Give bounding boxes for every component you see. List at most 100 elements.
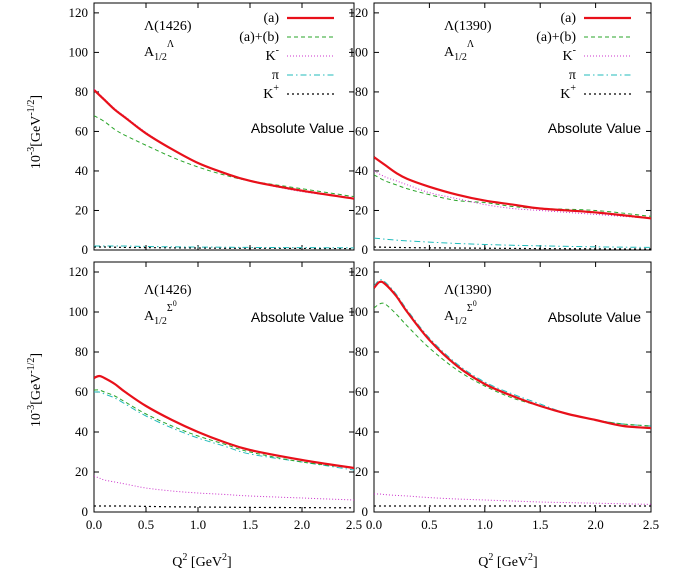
- chart-panel-2: 0 20 40 60 80 100 120 Λ(1390) A1/2Λ Absolute Valu…: [349, 2, 652, 257]
- x-label-close: ]: [227, 555, 232, 570]
- x-tick-label: 0.5: [421, 517, 437, 532]
- x-tick-label: 2.0: [294, 517, 310, 532]
- chart-panel-3: 0 20 40 60 80 100 120 0.0 0.5 1.0 1.5 2.0 2.5 Λ(1426)…: [69, 261, 362, 532]
- plot-frame: [373, 2, 652, 251]
- y-axis-label-bottom: 10-3[GeV-1/2]: [26, 353, 44, 427]
- annotation-absolute-value: Absolute Value: [548, 120, 641, 136]
- x-tick-label: 0.0: [86, 517, 102, 532]
- x-axis-label-right: Q2 [GeV2]: [478, 552, 537, 570]
- y-tick-label: 40: [355, 424, 368, 439]
- y-tick-label: 60: [75, 123, 88, 138]
- legend-label: (a)+(b): [239, 30, 279, 45]
- series-line-Km: [374, 493, 651, 505]
- y-label-close: ]: [29, 353, 44, 358]
- series-line-a: [94, 374, 354, 470]
- svg-text:Q2 [GeV2]: Q2 [GeV2]: [478, 552, 537, 570]
- y-label-base: 10: [29, 155, 44, 169]
- y-label-close: ]: [29, 95, 44, 100]
- amplitude-label: A1/2Λ: [444, 39, 475, 63]
- y-tick-label: 80: [75, 344, 88, 359]
- y-tick-label: 40: [355, 163, 368, 178]
- annotation-absolute-value: Absolute Value: [251, 120, 344, 136]
- y-label-exp: -3: [26, 147, 37, 155]
- amplitude-label: A1/2Λ: [144, 39, 175, 63]
- y-tick-label: 120: [69, 5, 89, 20]
- y-tick-label: 100: [69, 44, 89, 59]
- x-label-unit-exp: 2: [222, 552, 227, 563]
- annotation-absolute-value: Absolute Value: [251, 309, 344, 325]
- legend-label: (a): [560, 11, 576, 26]
- x-label-unit: [GeV: [493, 555, 528, 570]
- chart-panel-4: 0 20 40 60 80 100 120 0.0 0.5 1.0 1.5 2.0 2.5 Λ(1390)…: [349, 261, 659, 532]
- y-tick-label: 80: [355, 344, 368, 359]
- series-line-pi: [94, 391, 354, 471]
- x-tick-label: 0.0: [366, 517, 382, 532]
- x-label-q: Q: [172, 555, 182, 570]
- x-label-unit: [GeV: [187, 555, 222, 570]
- x-label-q-exp: 2: [182, 552, 187, 563]
- y-tick-label: 80: [355, 84, 368, 99]
- y-label-unit-exp: -1/2: [26, 100, 37, 116]
- y-tick-label: 20: [75, 202, 88, 217]
- y-label-unit: [GeV: [29, 374, 44, 405]
- series-line-Km: [94, 475, 354, 501]
- annotation-absolute-value: Absolute Value: [548, 309, 641, 325]
- series-line-a: [94, 89, 354, 200]
- series-lines: [374, 156, 651, 250]
- y-tick-label: 100: [69, 304, 89, 319]
- plot-frame: [373, 261, 652, 513]
- series-line-pi: [94, 245, 354, 249]
- y-tick-label: 0: [362, 242, 369, 257]
- series-line-Km: [94, 88, 354, 199]
- y-label-base: 10: [29, 413, 44, 427]
- y-tick-label: 0: [82, 242, 89, 257]
- x-label-unit-exp: 2: [528, 552, 533, 563]
- series-line-ab: [94, 389, 354, 469]
- chart-panel-1: 0 20 40 60 80 100 120 Λ(1426) A1/2Λ Absolute Valu…: [69, 2, 355, 257]
- legend-label: K-: [266, 45, 279, 64]
- state-label: Λ(1426): [144, 19, 192, 34]
- legend-label: π: [569, 68, 576, 83]
- y-axis-label-top: 10-3[GeV-1/2]: [26, 95, 44, 169]
- x-tick-label: 1.5: [532, 517, 548, 532]
- series-line-pi: [374, 279, 651, 427]
- y-tick-label: 60: [355, 384, 368, 399]
- y-tick-label: 80: [75, 84, 88, 99]
- series-line-pi: [374, 237, 651, 248]
- legend-label: K-: [563, 45, 576, 64]
- x-axis-label-left: Q2 [GeV2]: [172, 552, 231, 570]
- y-tick-label: 100: [349, 304, 369, 319]
- x-label-close: ]: [533, 555, 538, 570]
- legend-label: π: [272, 68, 279, 83]
- series-line-Kp: [374, 246, 651, 250]
- x-tick-label: 1.0: [190, 517, 206, 532]
- y-tick-label: 20: [355, 202, 368, 217]
- y-tick-label: 100: [349, 44, 369, 59]
- y-tick-label: 120: [69, 264, 89, 279]
- y-tick-label: 60: [75, 384, 88, 399]
- plot-frame: [93, 261, 355, 513]
- series-line-Kp: [94, 505, 354, 509]
- y-tick-label: 40: [75, 424, 88, 439]
- y-tick-label: 120: [349, 5, 369, 20]
- series-lines: [94, 374, 354, 509]
- amplitude-label: A1/2Σ0: [144, 299, 177, 327]
- legend-label: K+: [560, 83, 576, 102]
- series-line-a: [374, 280, 651, 430]
- series-line-a: [374, 156, 651, 220]
- legend-label: K+: [263, 83, 279, 102]
- series-line-ab: [374, 302, 651, 427]
- y-tick-label: 20: [75, 464, 88, 479]
- y-label-unit-exp: -1/2: [26, 358, 37, 374]
- series-line-Km: [374, 170, 651, 219]
- x-tick-label: 1.0: [477, 517, 493, 532]
- x-tick-label: 2.5: [346, 517, 362, 532]
- x-label-q: Q: [478, 555, 488, 570]
- y-label-unit: [GeV: [29, 116, 44, 147]
- y-tick-label: 20: [355, 464, 368, 479]
- state-label: Λ(1390): [444, 19, 492, 34]
- y-tick-label: 120: [349, 264, 369, 279]
- y-label-exp: -3: [26, 405, 37, 413]
- legend-label: (a)+(b): [536, 30, 576, 45]
